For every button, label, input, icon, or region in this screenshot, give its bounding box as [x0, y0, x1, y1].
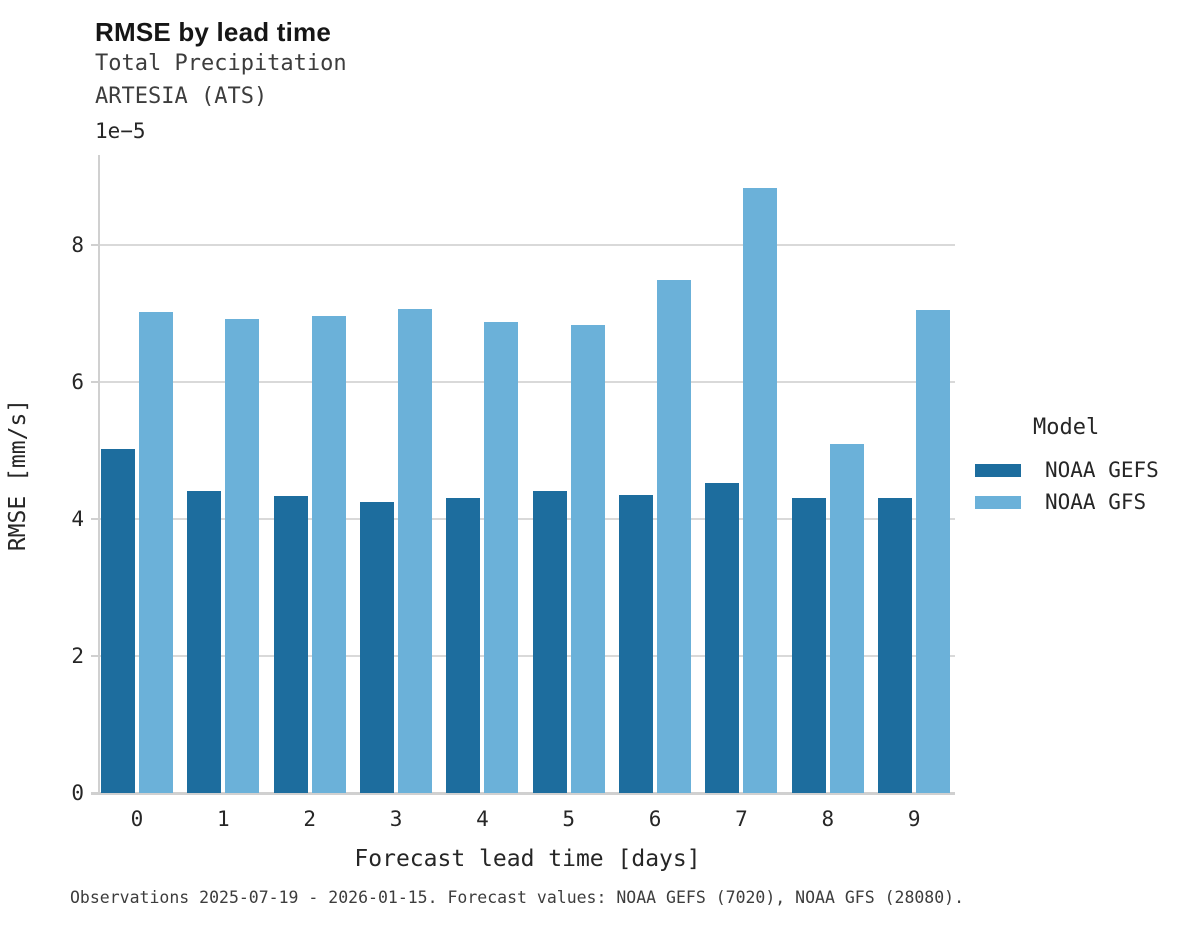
legend-entry-noaa-gefs: NOAA GEFS	[975, 454, 1159, 486]
x-tick-label-3: 3	[389, 807, 403, 831]
x-tick-label-8: 8	[821, 807, 835, 831]
x-tick-label-9: 9	[907, 807, 921, 831]
x-tick-label-5: 5	[562, 807, 576, 831]
y-tick-mark	[91, 517, 98, 520]
y-tick-label-6: 6	[71, 369, 84, 394]
bar-noaa-gfs-day0	[139, 312, 173, 793]
bar-noaa-gfs-day8	[829, 444, 864, 793]
chart-subtitle-station: ARTESIA (ATS)	[95, 84, 268, 109]
y-tick-mark	[91, 380, 98, 383]
x-tick-label-1: 1	[217, 807, 230, 831]
x-tick-label-4: 4	[476, 807, 489, 831]
bar-noaa-gfs-day9	[916, 310, 951, 793]
x-axis-title: Forecast lead time [days]	[354, 846, 701, 872]
gridline-y6	[100, 380, 955, 383]
y-tick-label-4: 4	[71, 506, 84, 531]
x-tick-label-0: 0	[130, 807, 144, 831]
legend-swatch-noaa-gefs	[975, 463, 1021, 477]
y-tick-mark	[91, 792, 98, 794]
y-axis-offset-text: 1e−5	[95, 119, 146, 143]
bar-noaa-gefs-day0	[101, 449, 135, 793]
bar-noaa-gefs-day3	[360, 502, 395, 793]
bar-noaa-gfs-day3	[398, 309, 433, 793]
bar-noaa-gefs-day6	[619, 495, 654, 793]
legend-label-noaa-gefs: NOAA GEFS	[1045, 458, 1159, 482]
bar-noaa-gfs-day5	[570, 325, 605, 793]
bar-noaa-gfs-day2	[311, 316, 346, 793]
legend: Model NOAA GEFS NOAA GFS	[975, 415, 1159, 518]
x-tick-label-2: 2	[303, 807, 317, 831]
legend-label-noaa-gfs: NOAA GFS	[1045, 490, 1147, 514]
bar-noaa-gfs-day6	[657, 280, 692, 793]
y-tick-label-2: 2	[71, 643, 84, 668]
y-tick-mark	[91, 654, 98, 657]
bar-noaa-gfs-day1	[225, 319, 260, 793]
bar-noaa-gefs-day1	[187, 491, 222, 793]
bar-noaa-gefs-day9	[878, 498, 913, 793]
chart-title: RMSE by lead time	[95, 17, 332, 47]
y-tick-label-0: 0	[71, 781, 84, 805]
bar-noaa-gefs-day7	[705, 483, 740, 793]
y-tick-label-8: 8	[71, 232, 84, 257]
gridline-y2	[100, 654, 955, 657]
chart-subtitle-variable: Total Precipitation	[95, 51, 347, 76]
bar-noaa-gfs-day7	[743, 188, 778, 793]
x-axis-spine	[91, 792, 955, 795]
legend-swatch-noaa-gfs	[975, 495, 1021, 509]
gridline-y8	[100, 243, 955, 246]
y-axis-title: RMSE [mm/s]	[5, 398, 31, 552]
plot-area: 0 2 4 6 8 0 1 2 3 4 5 6 7 8 9	[71, 155, 955, 830]
x-tick-label-7: 7	[735, 807, 748, 831]
y-tick-mark	[91, 243, 98, 246]
bar-noaa-gefs-day4	[446, 498, 481, 793]
bar-noaa-gefs-day5	[532, 491, 567, 793]
x-tick-label-6: 6	[648, 807, 662, 831]
gridline-y4	[100, 517, 955, 520]
y-axis-spine	[98, 155, 100, 793]
bar-noaa-gefs-day2	[273, 496, 308, 793]
legend-entry-noaa-gfs: NOAA GFS	[975, 486, 1159, 518]
bar-noaa-gefs-day8	[791, 498, 826, 793]
figure-caption: Observations 2025-07-19 - 2026-01-15. Fo…	[70, 888, 965, 907]
bar-noaa-gfs-day4	[484, 322, 519, 793]
legend-title: Model	[1033, 415, 1100, 440]
